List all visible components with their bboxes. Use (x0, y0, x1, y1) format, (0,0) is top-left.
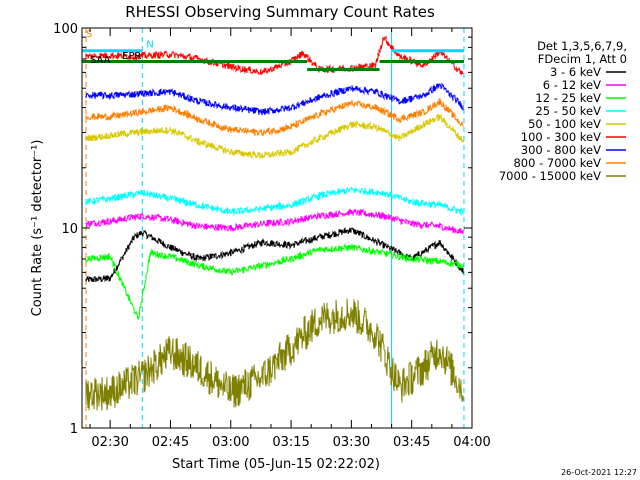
timestamp: 26-Oct-2021 12:27 (561, 468, 637, 477)
legend-entry-1: 6 - 12 keV (543, 78, 601, 92)
y-tick-label-2: 100 (53, 22, 78, 37)
series-line-2 (85, 242, 464, 320)
flag-label-0: S (86, 29, 92, 40)
series-line-1 (85, 208, 464, 235)
plot-area: S N SAA EPR (82, 28, 465, 428)
x-tick-label-5: 03:45 (393, 435, 430, 450)
legend-entry-0: 3 - 6 keV (550, 65, 601, 79)
series-line-6 (85, 82, 464, 116)
y-tick-label-0: 1 (70, 422, 78, 437)
legend-entry-2: 12 - 25 keV (535, 91, 601, 105)
legend-entry-8: 7000 - 15000 keV (499, 169, 601, 183)
x-tick-label-1: 02:45 (152, 435, 189, 450)
x-tick-label-3: 03:15 (272, 435, 309, 450)
legend-entry-3: 25 - 50 keV (535, 104, 601, 118)
y-axis: 1 10 100 (53, 22, 472, 437)
series-line-3 (85, 186, 464, 216)
flag-label-2: SAA (90, 55, 111, 66)
flag-label-1: N (146, 39, 153, 50)
x-axis-label: Start Time (05-Jun-15 02:22:02) (172, 457, 380, 472)
x-tick-label-6: 04:00 (453, 435, 490, 450)
series-line-8 (85, 298, 464, 411)
x-tick-label-2: 03:00 (212, 435, 249, 450)
series-line-5 (85, 35, 464, 76)
legend-entry-6: 300 - 800 keV (521, 143, 601, 157)
y-tick-label-1: 10 (61, 222, 78, 237)
y-axis-label: Count Rate (s⁻¹ detector⁻¹) (30, 140, 45, 317)
chart-title: RHESSI Observing Summary Count Rates (125, 3, 435, 21)
x-axis: 02:30 02:45 03:00 03:15 03:30 03:45 04:00 (89, 28, 491, 450)
legend-entry-5: 100 - 300 keV (521, 130, 601, 144)
x-tick-label-4: 03:30 (333, 435, 370, 450)
legend-header-1: FDecim 1, Att 0 (538, 52, 627, 66)
legend-header-0: Det 1,3,5,6,7,9, (537, 39, 627, 53)
legend: Det 1,3,5,6,7,9,FDecim 1, Att 03 - 6 keV… (499, 39, 627, 183)
legend-entry-7: 800 - 7000 keV (513, 156, 601, 170)
x-tick-label-0: 02:30 (91, 435, 128, 450)
series-line-4 (85, 113, 464, 160)
flag-label-3: EPR (122, 51, 141, 62)
legend-entry-4: 50 - 100 keV (528, 117, 601, 131)
series-line-7 (85, 97, 464, 137)
